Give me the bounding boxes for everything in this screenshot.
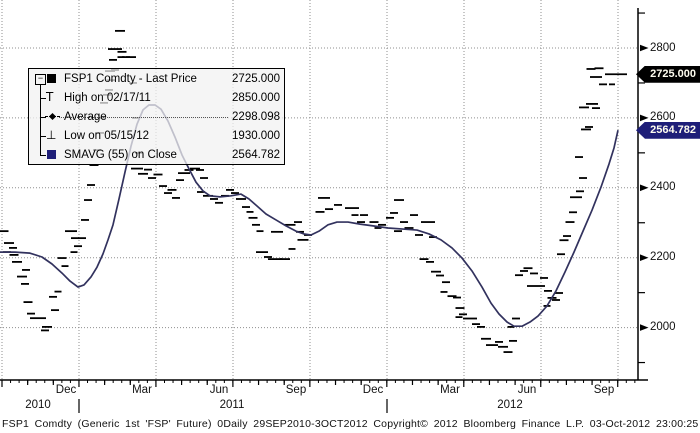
- average-marker-icon: [45, 107, 62, 126]
- legend-row-3[interactable]: Average 2298.098: [29, 107, 284, 126]
- legend-label: SMAVG (55) on Close: [64, 148, 177, 161]
- last-price-tag: 2725.000: [636, 65, 700, 83]
- y-axis-label-2400: 2400: [650, 181, 676, 194]
- tree-branch-icon: [29, 145, 46, 164]
- collapse-minus-icon[interactable]: −: [35, 73, 46, 85]
- legend-row-5[interactable]: SMAVG (55) on Close 2564.782: [29, 145, 284, 164]
- legend-row-4[interactable]: ⊥ Low on 05/15/12 1930.000: [29, 126, 284, 145]
- x-axis-month-label: Jun: [209, 384, 229, 396]
- x-axis-year-label-2010: 2010: [25, 399, 51, 411]
- legend-row-1[interactable]: − FSP1 Comdty - Last Price 2725.000: [29, 69, 284, 88]
- legend-value: 2298.098: [232, 110, 280, 123]
- legend-value: 1930.000: [232, 129, 280, 142]
- x-axis-month-label: Jun: [517, 384, 537, 396]
- x-axis-year-label-2011: 2011: [219, 399, 245, 411]
- smavg-swatch-icon: [45, 145, 62, 164]
- legend-value: 2725.000: [232, 72, 280, 85]
- x-axis-year-label-2012: 2012: [497, 399, 523, 411]
- gridlines: [0, 0, 637, 380]
- tree-branch-icon: [29, 107, 46, 126]
- legend-label: Low on 05/15/12: [64, 129, 150, 142]
- footer-disclaimer: FSP1 Comdty (Generic 1st 'FSP' Future) 0…: [2, 418, 699, 430]
- x-axis-month-label: Sep: [593, 384, 615, 396]
- collapse-toggle-icon[interactable]: −: [29, 69, 46, 88]
- y-axis-label-2000: 2000: [650, 321, 676, 334]
- tree-branch-icon: [29, 88, 46, 107]
- x-axis-month-label: Mar: [132, 384, 152, 396]
- legend-value: 2564.782: [232, 148, 280, 161]
- y-axis-label-2600: 2600: [650, 111, 676, 124]
- legend-label: Average: [64, 110, 107, 123]
- axis-lines: [0, 8, 648, 413]
- x-axis-month-label: Dec: [362, 384, 384, 396]
- x-axis-month-label: Sep: [285, 384, 307, 396]
- legend-tree-line: [40, 82, 41, 155]
- y-axis-arrows: [640, 44, 649, 331]
- average-dotted-line: [59, 116, 228, 118]
- low-marker-icon: ⊥: [46, 128, 57, 142]
- legend-label: FSP1 Comdty - Last Price: [64, 72, 197, 85]
- tree-branch-icon: [29, 126, 46, 145]
- legend-label: High on 02/17/11: [64, 91, 151, 104]
- legend-row-2[interactable]: T High on 02/17/11 2850.000: [29, 88, 284, 107]
- legend-value: 2850.000: [232, 91, 280, 104]
- x-axis-month-label: Dec: [55, 384, 77, 396]
- smavg-line: [0, 104, 619, 328]
- legend-box[interactable]: − FSP1 Comdty - Last Price 2725.000 T High o…: [28, 68, 285, 165]
- last-price-swatch-icon: [45, 69, 62, 88]
- x-axis-month-label: Mar: [440, 384, 460, 396]
- smavg-price-tag: 2564.782: [636, 121, 700, 139]
- high-marker-icon: T: [46, 90, 54, 104]
- y-axis-label-2800: 2800: [650, 41, 676, 54]
- y-axis-label-2200: 2200: [650, 251, 676, 264]
